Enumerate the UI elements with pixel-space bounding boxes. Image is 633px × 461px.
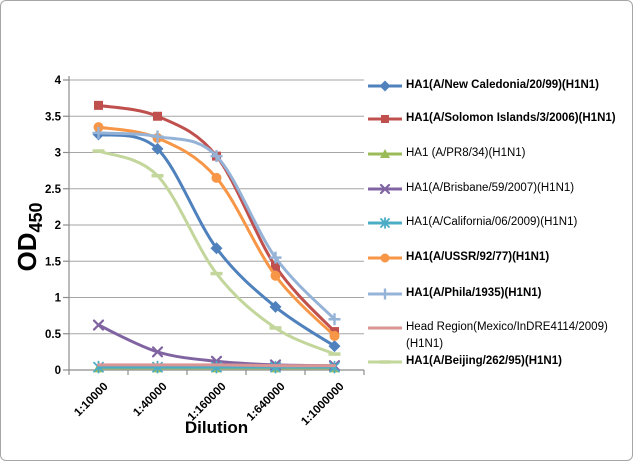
plus-marker [92, 126, 105, 139]
y-tick-label: 1.5 [45, 256, 62, 268]
legend-swatch-asterisk [367, 214, 403, 232]
plus-marker [151, 130, 164, 143]
legend-swatch-dash [367, 353, 403, 371]
diamond-marker [210, 242, 223, 255]
x-tick-label: 1:1000000 [299, 381, 346, 428]
square-marker [94, 100, 103, 110]
legend-swatch-square [367, 110, 403, 128]
legend-swatch-triangle [367, 145, 403, 163]
plus-marker [379, 288, 391, 300]
legend-item: Head Region(Mexico/InDRE4114/2009)(H1N1) [367, 319, 631, 353]
diamond-marker [379, 80, 391, 92]
x-tick-label: 1:640000 [245, 381, 288, 424]
legend-item: HA1 (A/PR8/34)(H1N1) [367, 145, 631, 163]
square-marker [153, 111, 162, 121]
legend-item: HA1(A/Solomon Islands/3/2006)(H1N1) [367, 110, 631, 128]
legend-swatch-none [367, 319, 403, 337]
legend-item: HA1(A/Phila/1935)(H1N1) [367, 285, 631, 303]
legend-label: HA1(A/Brisbane/59/2007)(H1N1) [406, 182, 575, 194]
y-tick-label: 4 [55, 75, 62, 87]
y-axis-title-text: OD [12, 232, 42, 272]
series-line-1 [97, 132, 336, 348]
legend-item: HA1(A/California/06/2009)(H1N1) [367, 214, 631, 232]
x-tick-label: 1:10000 [72, 381, 110, 419]
square-marker [271, 261, 280, 271]
y-tick-label: 1 [55, 293, 62, 305]
legend-swatch-plus [367, 285, 403, 303]
series-line-7 [97, 131, 336, 321]
diamond-marker [269, 300, 282, 313]
plus-marker [269, 251, 282, 264]
y-axis-title-subscript: 450 [26, 202, 47, 233]
circle-marker [211, 172, 222, 183]
legend-item: HA1(A/USSR/92/77)(H1N1) [367, 249, 631, 267]
y-tick-label: 2.5 [45, 184, 62, 196]
legend-label: Head Region(Mexico/InDRE4114/2009)(H1N1) [406, 321, 608, 350]
legend-item: HA1(A/New Caledonia/20/99)(H1N1) [367, 77, 631, 95]
x-marker [151, 346, 164, 358]
circle-marker [329, 330, 340, 341]
plus-marker [328, 313, 341, 326]
square-marker [381, 115, 389, 123]
legend-label: HA1 (A/PR8/34)(H1N1) [406, 147, 526, 159]
x-marker [379, 183, 391, 195]
y-tick-label: 3.5 [45, 111, 62, 123]
y-tick-label: 3 [55, 148, 61, 160]
y-axis-title: OD450 [12, 181, 46, 293]
legend-label: HA1(A/New Caledonia/20/99)(H1N1) [406, 79, 599, 91]
x-tick-label: 1:40000 [131, 381, 169, 419]
diamond-marker [151, 142, 164, 155]
chart-legend: HA1(A/New Caledonia/20/99)(H1N1) HA1(A/So… [367, 1, 632, 460]
legend-swatch-circle [367, 249, 403, 267]
legend-item: HA1(A/Beijing/262/95)(H1N1) [367, 353, 631, 371]
diamond-marker [328, 340, 341, 353]
x-axis-title: Dilution [185, 418, 248, 437]
legend-label: HA1(A/USSR/92/77)(H1N1) [406, 251, 550, 263]
legend-label: HA1(A/California/06/2009)(H1N1) [406, 216, 578, 228]
series-line-4 [97, 323, 336, 368]
circle-marker [270, 270, 281, 281]
legend-label: HA1(A/Phila/1935)(H1N1) [406, 287, 542, 299]
series-line-8 [97, 363, 336, 368]
legend-swatch-diamond [367, 77, 403, 95]
legend-item: HA1(A/Brisbane/59/2007)(H1N1) [367, 180, 631, 198]
asterisk-marker [380, 217, 390, 229]
y-tick-label: 0 [55, 365, 61, 377]
y-tick-label: 0.5 [45, 329, 62, 341]
y-tick-label: 2 [55, 220, 61, 232]
x-marker [92, 319, 105, 331]
legend-label: HA1(A/Beijing/262/95)(H1N1) [406, 355, 562, 367]
triangle-marker [380, 149, 390, 158]
circle-marker [380, 253, 390, 263]
plus-marker [210, 150, 223, 163]
legend-swatch-x [367, 180, 403, 198]
legend-label: HA1(A/Solomon Islands/3/2006)(H1N1) [406, 112, 616, 124]
